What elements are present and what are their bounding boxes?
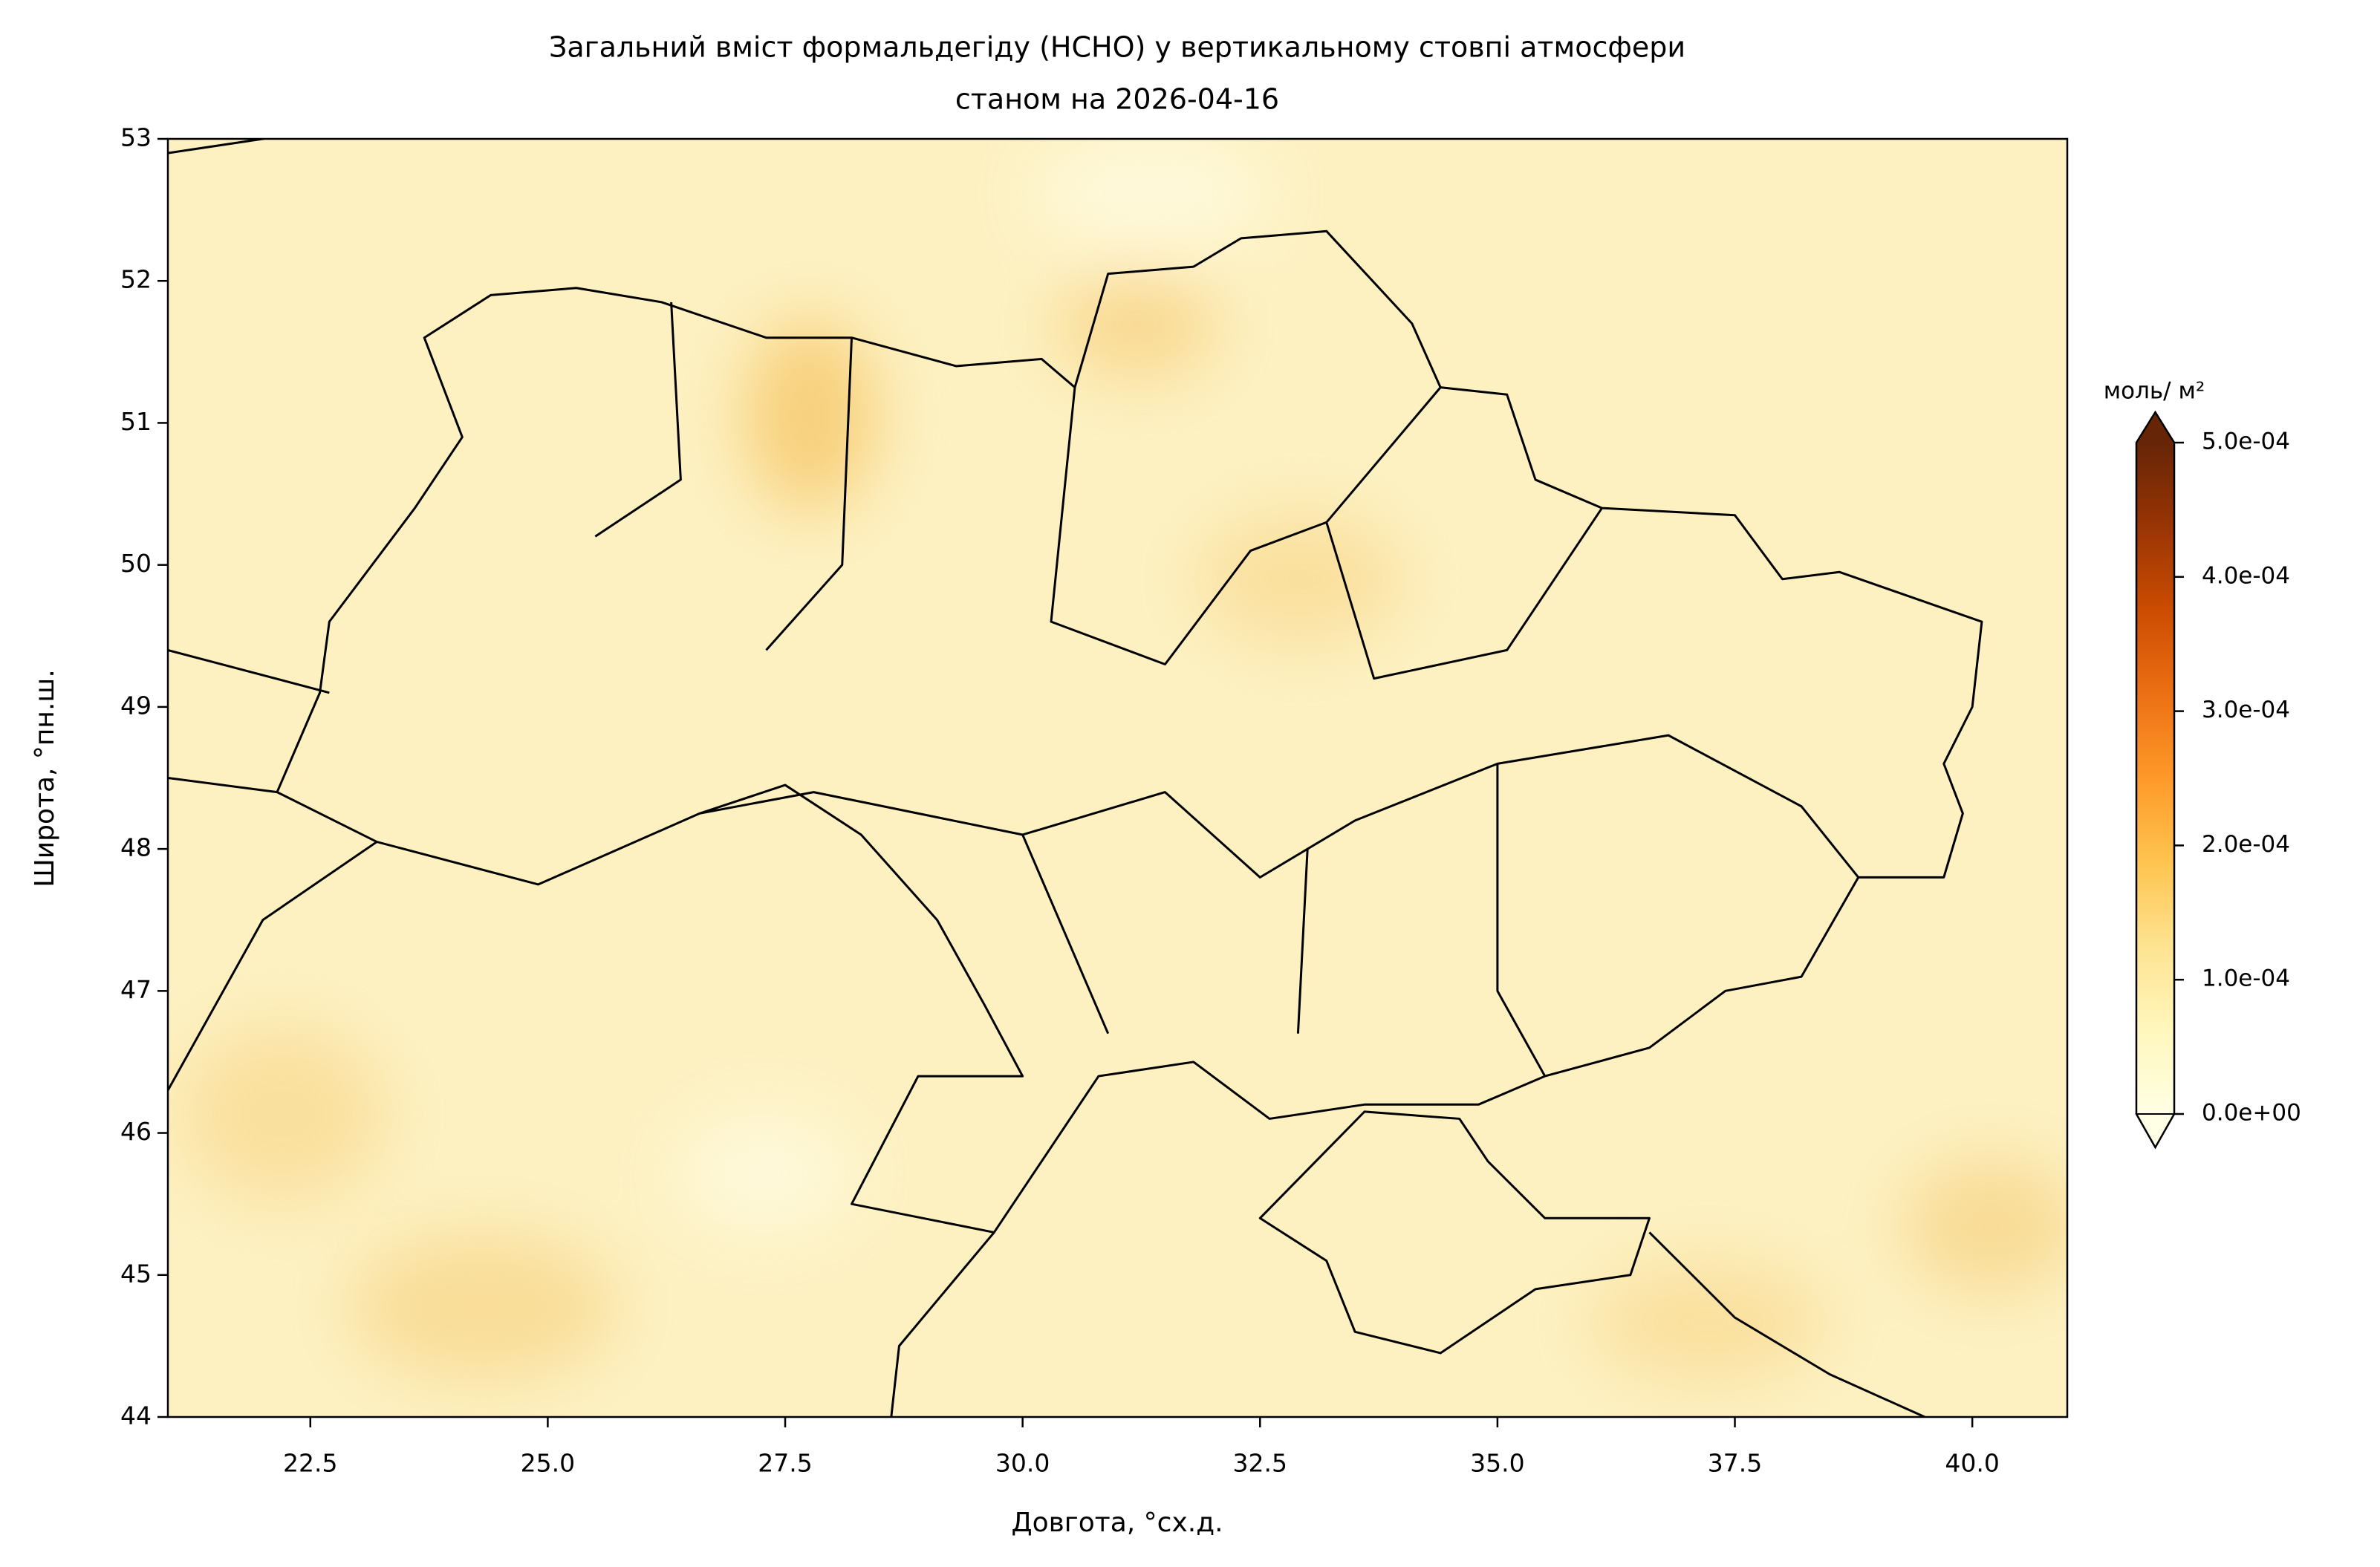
x-tick-label: 22.5 <box>283 1449 337 1478</box>
x-tick-label: 32.5 <box>1233 1449 1287 1478</box>
colorbar-tick-label: 1.0e-04 <box>2202 965 2290 992</box>
y-tick-label: 48 <box>120 833 152 862</box>
x-tick-label: 27.5 <box>758 1449 812 1478</box>
x-tick-label: 30.0 <box>995 1449 1050 1478</box>
y-tick-label: 46 <box>120 1117 152 1146</box>
colorbar-tick-label: 3.0e-04 <box>2202 697 2290 723</box>
y-tick-label: 52 <box>120 265 152 294</box>
heat-field <box>168 131 2067 1431</box>
colorbar-extend-min <box>2135 1113 2176 1150</box>
x-tick-label: 25.0 <box>521 1449 575 1478</box>
y-tick-label: 50 <box>120 549 152 578</box>
x-tick-label: 37.5 <box>1708 1449 1762 1478</box>
chart-title: Загальний вміст формальдегіду (HCHO) у в… <box>549 31 1685 64</box>
x-axis-label: Довгота, °сх.д. <box>1011 1508 1223 1538</box>
x-tick-label: 40.0 <box>1945 1449 1999 1478</box>
colorbar-tick-label: 4.0e-04 <box>2202 562 2290 589</box>
y-tick-label: 53 <box>120 123 152 152</box>
y-tick-label: 45 <box>120 1259 152 1288</box>
colorbar-tick-label: 0.0e+00 <box>2202 1100 2301 1127</box>
colorbar-tick-label: 5.0e-04 <box>2202 429 2290 455</box>
boundaries <box>168 131 1982 1431</box>
colorbar <box>2136 443 2174 1114</box>
y-tick-label: 49 <box>120 691 152 720</box>
x-tick-label: 35.0 <box>1470 1449 1524 1478</box>
colorbar-tick-label: 2.0e-04 <box>2202 831 2290 858</box>
colorbar-label: моль/ м² <box>2104 378 2205 405</box>
y-tick-label: 51 <box>120 407 152 436</box>
y-axis-label: Широта, °пн.ш. <box>30 669 60 887</box>
y-tick-label: 44 <box>120 1401 152 1430</box>
chart-subtitle: станом на 2026-04-16 <box>955 83 1279 116</box>
y-tick-label: 47 <box>120 975 152 1004</box>
plot-frame <box>166 137 2069 1418</box>
colorbar-extend-max <box>2136 412 2174 443</box>
